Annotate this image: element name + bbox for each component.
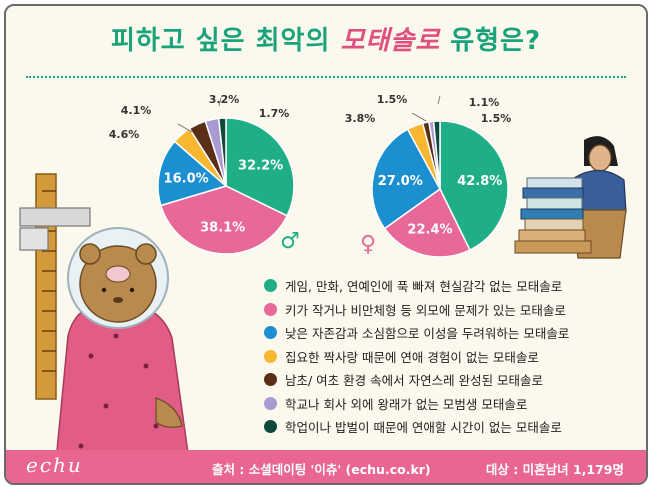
pie-label-female-1: 42.8% (457, 174, 502, 189)
legend-item-5: 남초/ 여초 환경 속에서 자연스레 완성된 모태솔로 (264, 368, 644, 392)
gender-symbol-female: ♀ (360, 232, 376, 257)
astronaut-bear-illustration (53, 227, 193, 483)
pie-label-male-6: 3.2% (209, 93, 240, 106)
pie-label-female-4: 3.8% (345, 112, 376, 125)
legend-item-6: 학교나 회사 외에 왕래가 없는 모범생 모태솔로 (264, 392, 644, 416)
legend-swatch-6 (264, 396, 277, 410)
title-divider (26, 76, 626, 78)
legend-label-5: 남초/ 여초 환경 속에서 자연스레 완성된 모태솔로 (285, 373, 544, 389)
legend-item-7: 학업이나 밥벌이 때문에 연애할 시간이 없는 모태솔로 (264, 415, 644, 439)
legend-item-4: 집요한 짝사랑 때문에 연애 경험이 없는 모태솔로 (264, 345, 644, 369)
legend-swatch-2 (264, 302, 277, 316)
leader-line-female-1 (411, 112, 427, 122)
page-title: 피하고 싶은 최악의 모태솔로 유형은? (6, 20, 646, 57)
books-reader-illustration (514, 136, 627, 259)
pie-chart-female: 42.8%22.4%27.0%3.8%1.5% 1.1%1.5%♀ (345, 93, 512, 258)
pie-slice-female-1 (439, 120, 509, 252)
legend-swatch-4 (264, 349, 277, 363)
pie-slice-male-1 (225, 117, 295, 217)
legend-label-7: 학업이나 밥벌이 때문에 연애할 시간이 없는 모태솔로 (285, 420, 562, 436)
legend-swatch-7 (264, 420, 277, 434)
pie-label-female-3: 27.0% (378, 174, 423, 189)
legend-label-3: 낮은 자존감과 소심함으로 이성을 두려워하는 모태솔로 (285, 326, 570, 342)
pie-charts: 32.2% 38.1% 16.0% 4.6% 4.1% 3.2% 1.7% ♂ 42.8% 22… (19, 93, 627, 483)
legend-swatch-3 (264, 326, 277, 340)
leader-line-male-1 (177, 123, 193, 133)
pie-slice-male-7 (217, 117, 227, 187)
gender-symbol-male: ♂ (280, 229, 300, 254)
pie-slice-male-3 (157, 140, 228, 207)
legend-swatch-5 (264, 373, 277, 387)
pie-label-female-6: 1.1% (469, 96, 500, 109)
title-prefix: 피하고 싶은 최악의 (110, 26, 341, 56)
survey-target-text: 대상 : 미혼남녀 1,179명 (485, 462, 624, 477)
pie-label-male-5: 4.1% (121, 104, 152, 117)
pie-label-female-2: 22.4% (407, 223, 452, 238)
pie-label-male-2: 38.1% (200, 221, 245, 236)
measuring-stick-illustration (19, 173, 91, 400)
pie-label-male-1: 32.2% (238, 158, 283, 173)
pie-slice-female-7 (432, 120, 441, 190)
infographic-frame: 피하고 싶은 최악의 모태솔로 유형은? (4, 4, 648, 485)
pie-label-female-5: 1.5% (377, 93, 408, 106)
legend-label-1: 게임, 만화, 연예인에 푹 빠져 현실감각 없는 모태솔로 (285, 279, 563, 295)
leader-line-female-2 (437, 95, 441, 105)
title-highlight: 모태솔로 (340, 26, 441, 56)
pie-slice-male-2 (159, 185, 289, 255)
pie-label-male-7: 1.7% (259, 107, 290, 120)
title-suffix: 유형은? (440, 26, 542, 56)
pie-slice-female-3 (371, 128, 441, 230)
pie-chart-male: 32.2% 38.1% 16.0% 4.6% 4.1% 3.2% 1.7% ♂ (109, 93, 300, 255)
footer: echu 출처 : 소셜데이팅 '이츄' (echu.co.kr) 대상 : 미… (6, 450, 646, 483)
legend-item-3: 낮은 자존감과 소심함으로 이성을 두려워하는 모태솔로 (264, 321, 644, 345)
pie-slice-female-2 (383, 187, 471, 258)
pie-label-male-4: 4.6% (109, 128, 140, 141)
pie-label-female-7: 1.5% (481, 112, 512, 125)
legend-item-1: 게임, 만화, 연예인에 푹 빠져 현실감각 없는 모태솔로 (264, 274, 644, 298)
source-text: 출처 : 소셜데이팅 '이츄' (echu.co.kr) (212, 462, 431, 477)
legend-label-2: 키가 작거나 비만체형 등 외모에 문제가 있는 모태솔로 (285, 302, 566, 318)
legend-label-4: 집요한 짝사랑 때문에 연애 경험이 없는 모태솔로 (285, 349, 539, 365)
legend-swatch-1 (264, 279, 277, 293)
legend-item-2: 키가 작거나 비만체형 등 외모에 문제가 있는 모태솔로 (264, 298, 644, 322)
legend-label-6: 학교나 회사 외에 왕래가 없는 모범생 모태솔로 (285, 396, 528, 412)
leader-line-male-2 (218, 97, 222, 107)
pie-label-male-3: 16.0% (164, 171, 209, 186)
brand-logo: echu (26, 453, 83, 477)
